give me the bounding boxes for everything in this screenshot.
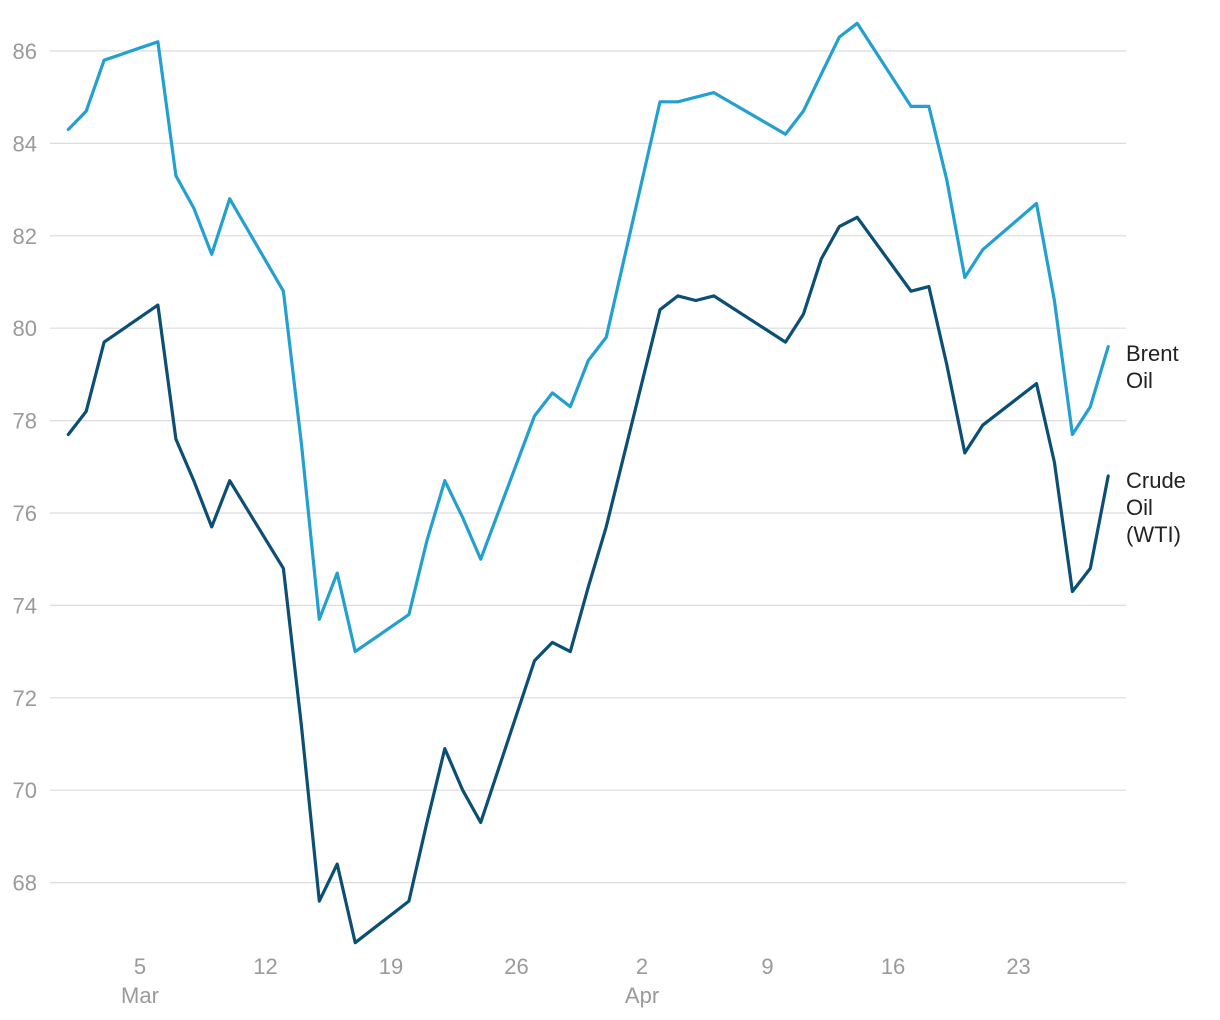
y-tick-label: 76 xyxy=(13,501,37,526)
x-tick-month-label: Apr xyxy=(625,983,659,1008)
x-tick-label: 12 xyxy=(253,954,277,979)
x-tick-label: 26 xyxy=(504,954,528,979)
x-tick-label: 5 xyxy=(134,954,146,979)
y-tick-label: 78 xyxy=(13,409,37,434)
series-label-brent-oil: Brent Oil xyxy=(1126,341,1179,393)
x-axis-ticks: 5 Mar 12 19 26 2 Apr 9 16 23 xyxy=(121,954,1031,1008)
series-line-crude-oil-wti xyxy=(66,215,1110,945)
x-tick-label: 9 xyxy=(761,954,773,979)
y-tick-label: 80 xyxy=(13,316,37,341)
x-tick-label: 23 xyxy=(1006,954,1030,979)
x-tick-label: 2 xyxy=(636,954,648,979)
grid-lines xyxy=(50,50,1126,884)
y-tick-label: 74 xyxy=(13,593,37,618)
y-tick-label: 84 xyxy=(13,131,37,156)
x-tick-label: 19 xyxy=(379,954,403,979)
y-tick-label: 70 xyxy=(13,778,37,803)
y-tick-label: 68 xyxy=(13,871,37,896)
x-tick-month-label: Mar xyxy=(121,983,159,1008)
y-tick-label: 86 xyxy=(13,39,37,64)
y-tick-label: 82 xyxy=(13,224,37,249)
series-label-crude-oil-wti: Crude Oil (WTI) xyxy=(1126,468,1186,547)
y-axis-ticks: 68 70 72 74 76 78 80 82 84 86 xyxy=(13,39,37,896)
series-line-brent-oil xyxy=(66,21,1110,654)
x-tick-label: 16 xyxy=(881,954,905,979)
series-lines xyxy=(66,21,1110,945)
series-labels: Brent Oil Crude Oil (WTI) xyxy=(1126,341,1186,547)
y-tick-label: 72 xyxy=(13,686,37,711)
